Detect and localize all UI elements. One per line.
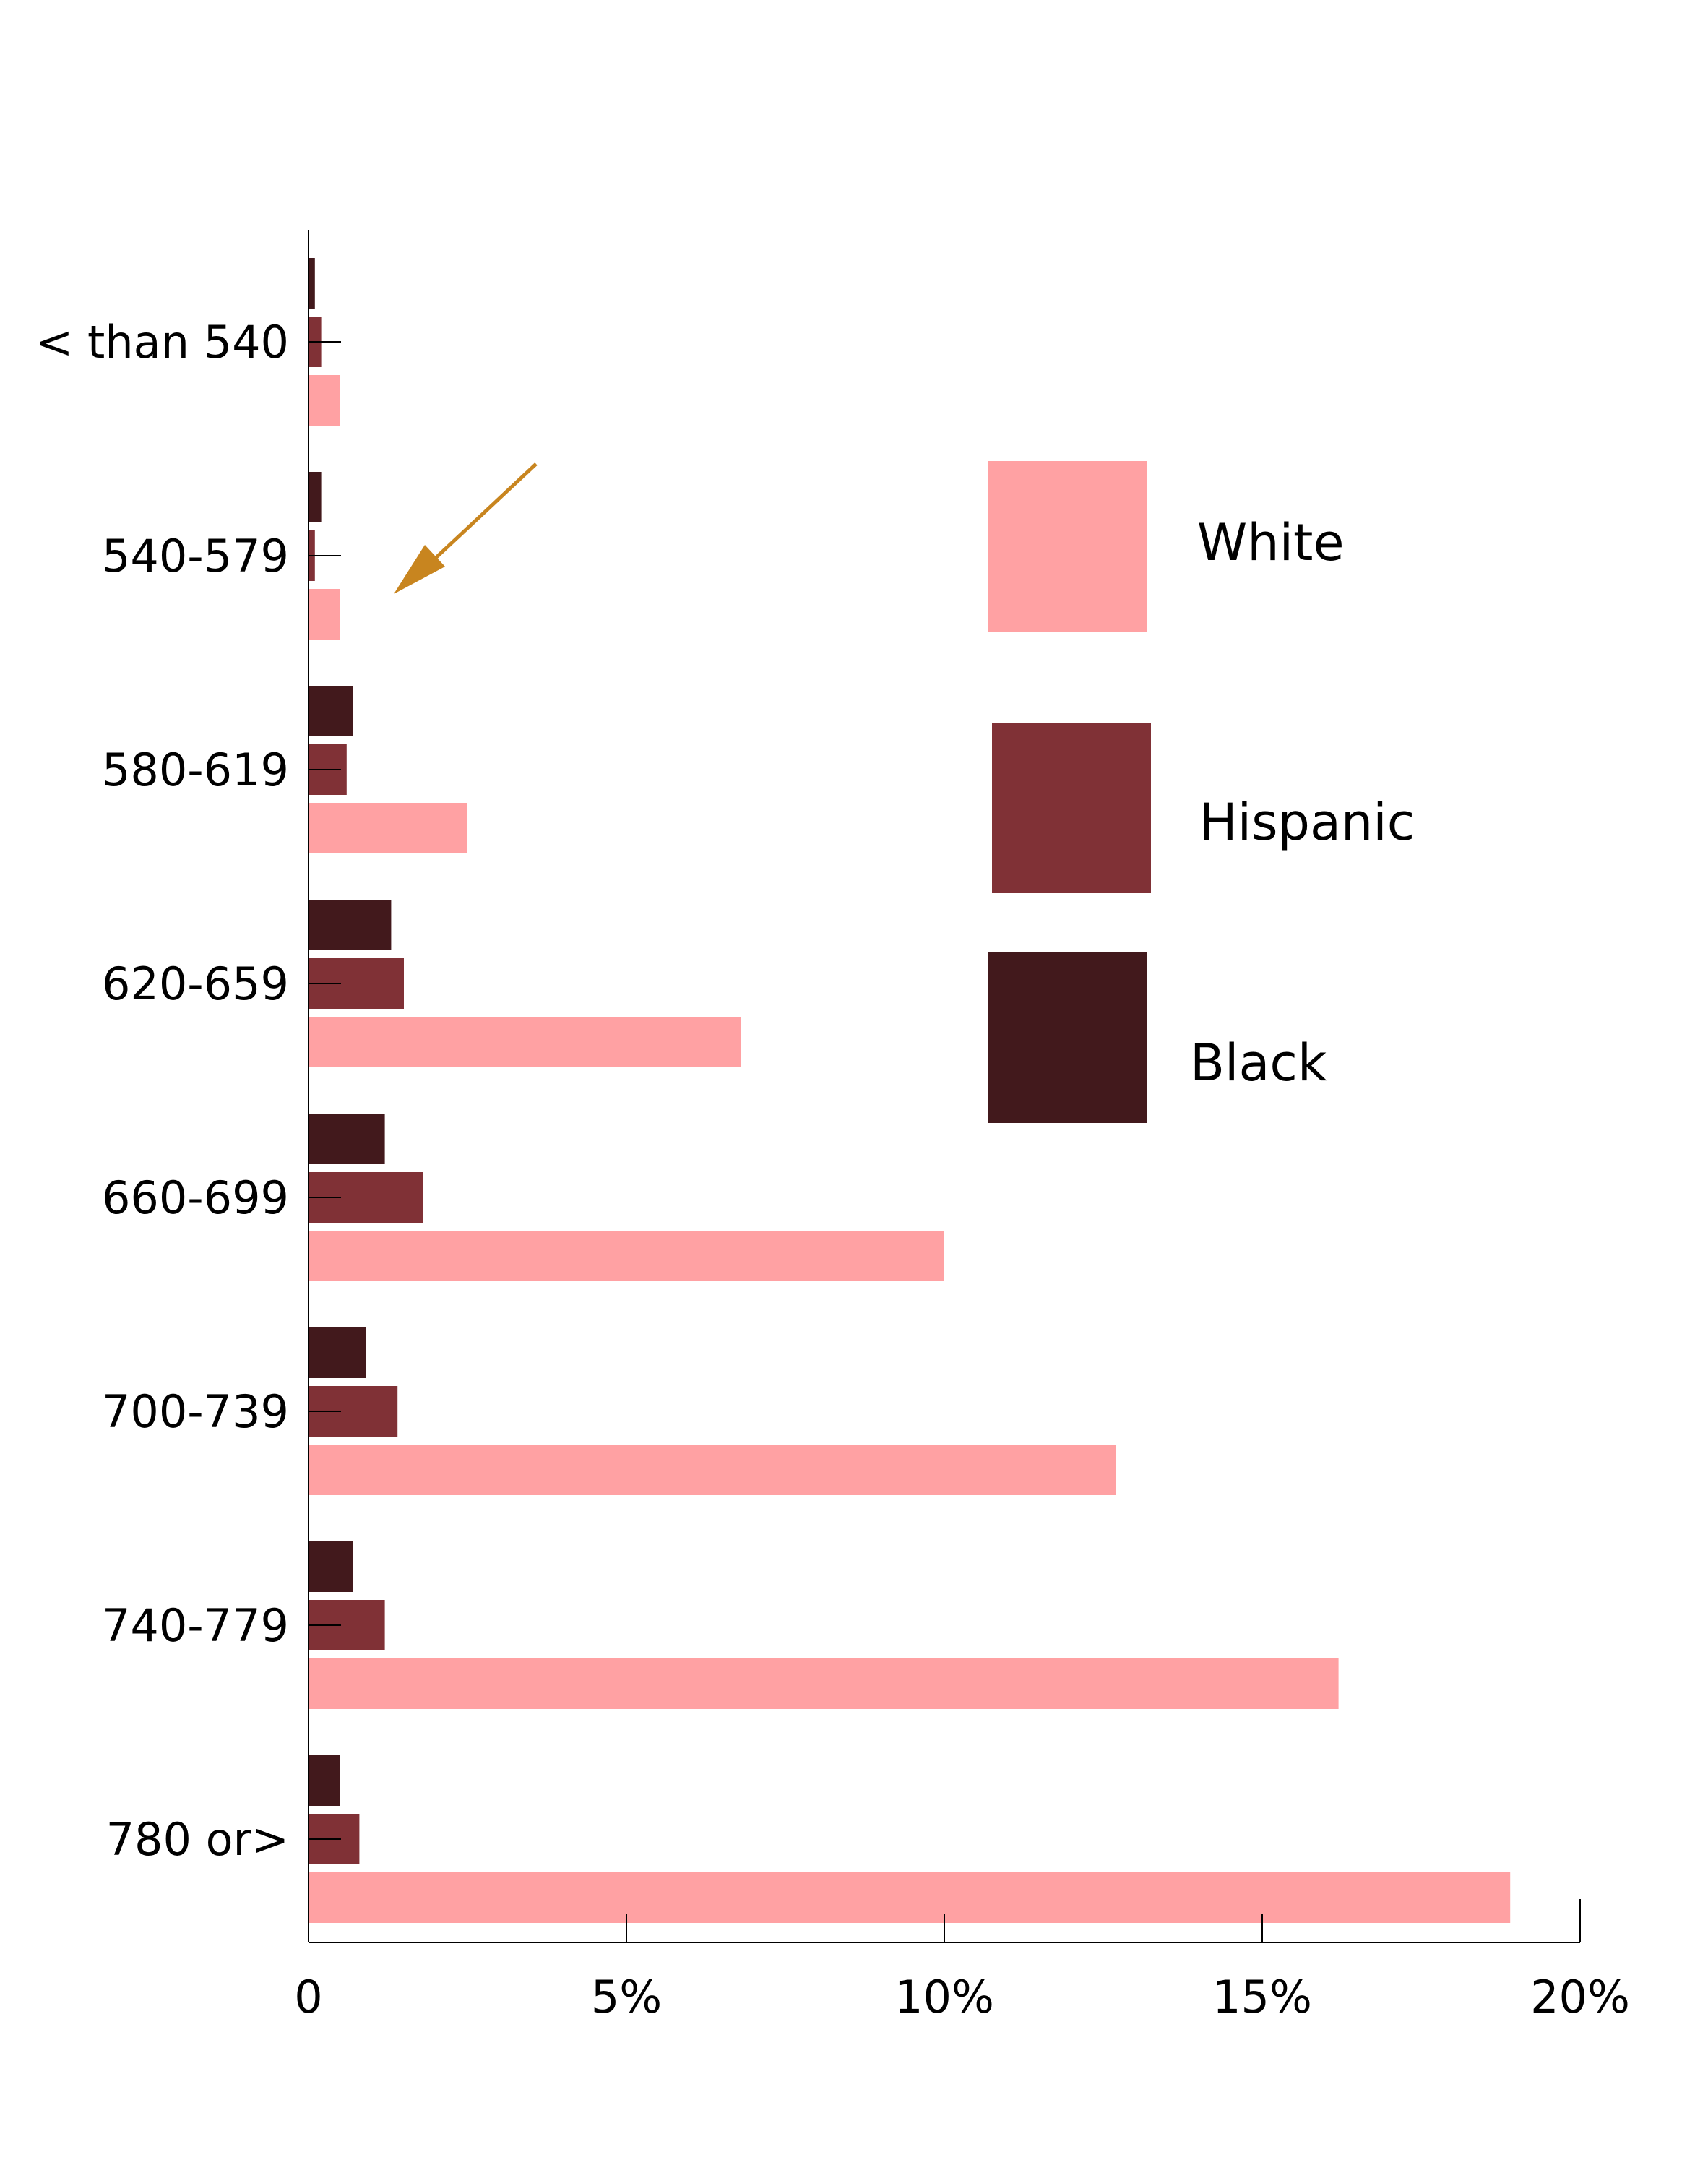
bar-white-540-579 [309, 589, 340, 640]
bar-white-660-699 [309, 1231, 944, 1281]
legend: White Hispanic Black [988, 461, 1415, 1123]
bar-white-620-659 [309, 1017, 741, 1067]
bar-black-than-540 [309, 258, 315, 309]
bar-white-700-739 [309, 1445, 1116, 1495]
annotation [394, 462, 538, 594]
y-tick-label-than-540: < than 540 [35, 316, 289, 369]
legend-label-white: White [1197, 513, 1345, 572]
x-tick-label-5: 5% [591, 1971, 662, 2023]
x-tick-label-0: 0 [294, 1971, 322, 2023]
bar-white-580-619 [309, 803, 467, 853]
y-tick-label-780-or: 780 or> [106, 1813, 289, 1866]
legend-swatch-hispanic [992, 723, 1151, 893]
y-tick-label-740-779: 740-779 [102, 1599, 289, 1652]
bar-black-660-699 [309, 1114, 385, 1164]
y-tick-label-700-739: 700-739 [102, 1385, 289, 1438]
bar-white-740-779 [309, 1658, 1339, 1709]
bar-white-780-or [309, 1872, 1511, 1923]
bar-black-740-779 [309, 1541, 353, 1592]
x-tick-label-15: 15% [1212, 1971, 1312, 2023]
legend-swatch-white [988, 461, 1147, 632]
legend-label-black: Black [1190, 1033, 1327, 1093]
legend-label-hispanic: Hispanic [1199, 793, 1415, 852]
bar-black-700-739 [309, 1327, 366, 1378]
bar-black-780-or [309, 1755, 340, 1806]
y-tick-label-540-579: 540-579 [102, 530, 289, 582]
bar-black-580-619 [309, 686, 353, 736]
x-tick-label-20: 20% [1530, 1971, 1630, 2023]
bar-white-than-540 [309, 375, 340, 426]
y-tick-label-580-619: 580-619 [102, 744, 289, 796]
annotation-arrow-shaft [422, 462, 538, 571]
y-tick-label-620-659: 620-659 [102, 957, 289, 1010]
bar-black-620-659 [309, 900, 392, 950]
legend-swatch-black [988, 952, 1147, 1123]
annotation-arrow-head [394, 545, 445, 594]
bar-black-540-579 [309, 472, 322, 522]
bars-group [309, 258, 1511, 1923]
y-tick-label-660-699: 660-699 [102, 1171, 289, 1224]
axes-group: < than 540 540-579 580-619 620-659 660-699 70… [35, 230, 1630, 2023]
x-tick-label-10: 10% [894, 1971, 994, 2023]
